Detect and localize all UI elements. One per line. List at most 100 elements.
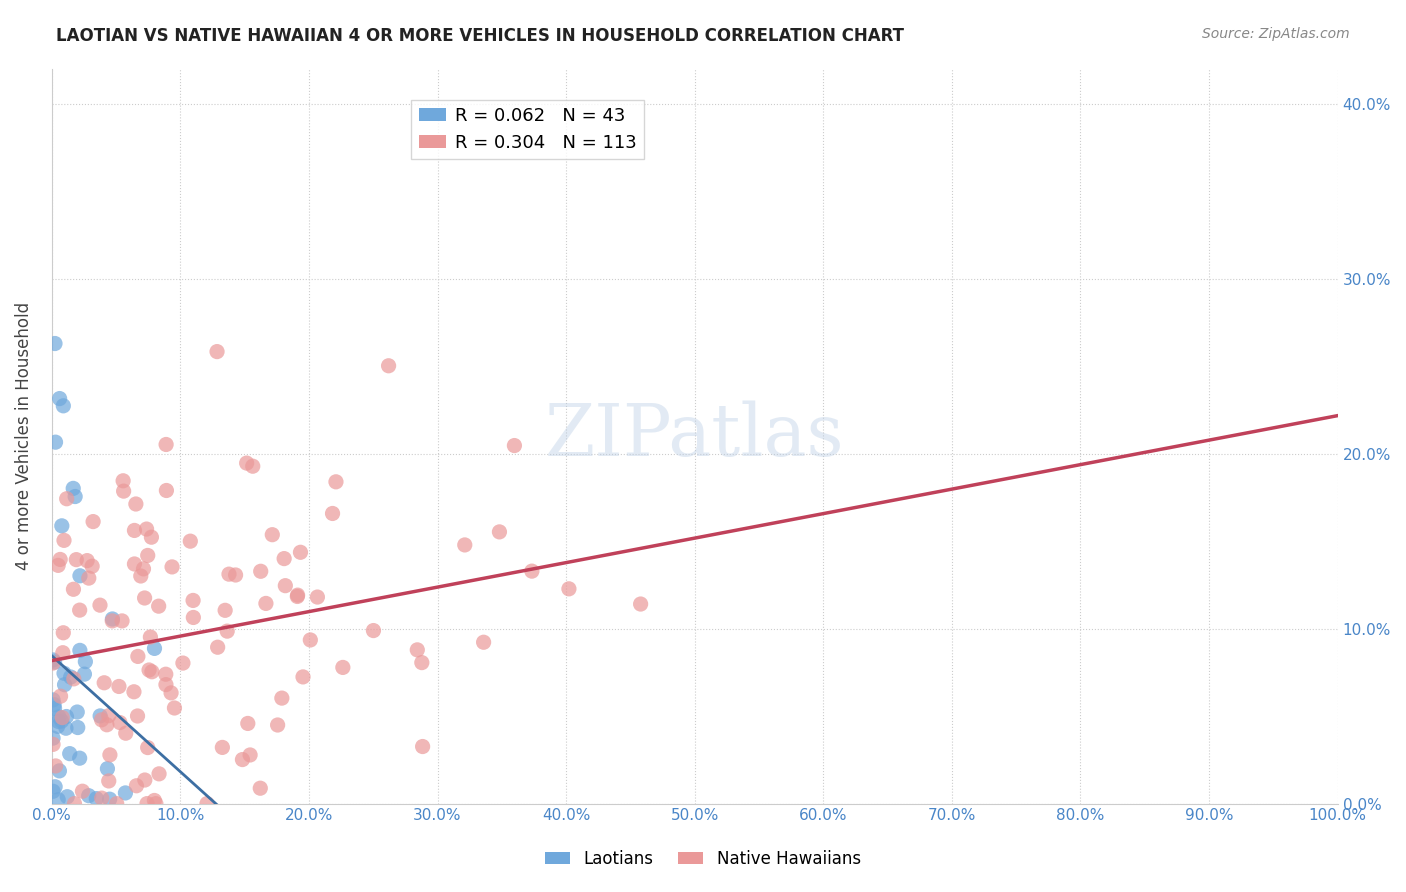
Native Hawaiians — [195, 797, 218, 811]
Laotians — [73, 667, 96, 681]
Native Hawaiians — [108, 715, 131, 730]
Native Hawaiians — [242, 459, 264, 474]
Laotians — [56, 789, 79, 804]
Native Hawaiians — [112, 474, 135, 488]
Native Hawaiians — [205, 344, 228, 359]
Native Hawaiians — [285, 590, 308, 604]
Native Hawaiians — [214, 603, 236, 617]
Native Hawaiians — [411, 656, 433, 670]
Native Hawaiians — [51, 711, 73, 725]
Native Hawaiians — [90, 791, 112, 805]
Native Hawaiians — [211, 740, 233, 755]
Native Hawaiians — [55, 491, 77, 506]
Native Hawaiians — [45, 759, 67, 773]
Native Hawaiians — [97, 773, 120, 788]
Laotians — [44, 435, 66, 450]
Native Hawaiians — [135, 522, 157, 536]
Native Hawaiians — [134, 591, 156, 605]
Native Hawaiians — [332, 660, 354, 674]
Native Hawaiians — [207, 640, 229, 655]
Laotians — [55, 721, 77, 735]
Laotians — [44, 698, 66, 712]
Native Hawaiians — [125, 779, 148, 793]
Native Hawaiians — [46, 558, 69, 573]
Native Hawaiians — [249, 564, 271, 578]
Laotians — [42, 693, 65, 707]
Native Hawaiians — [134, 772, 156, 787]
Native Hawaiians — [124, 524, 146, 538]
Laotians — [48, 764, 70, 778]
Native Hawaiians — [82, 515, 104, 529]
Laotians — [101, 612, 124, 626]
Laotians — [44, 336, 66, 351]
Native Hawaiians — [290, 545, 312, 559]
Laotians — [48, 710, 70, 724]
Native Hawaiians — [63, 797, 86, 811]
Native Hawaiians — [82, 559, 104, 574]
Native Hawaiians — [239, 747, 262, 762]
Laotians — [59, 747, 82, 761]
Legend: R = 0.062   N = 43, R = 0.304   N = 113: R = 0.062 N = 43, R = 0.304 N = 113 — [412, 100, 644, 159]
Laotians — [114, 786, 136, 800]
Laotians — [44, 701, 66, 715]
Laotians — [98, 792, 121, 806]
Native Hawaiians — [125, 497, 148, 511]
Native Hawaiians — [363, 624, 385, 638]
Native Hawaiians — [254, 596, 277, 610]
Native Hawaiians — [160, 560, 183, 574]
Native Hawaiians — [52, 646, 75, 660]
Native Hawaiians — [77, 571, 100, 585]
Text: LAOTIAN VS NATIVE HAWAIIAN 4 OR MORE VEHICLES IN HOUSEHOLD CORRELATION CHART: LAOTIAN VS NATIVE HAWAIIAN 4 OR MORE VEH… — [56, 27, 904, 45]
Text: ZIPatlas: ZIPatlas — [546, 401, 845, 471]
Native Hawaiians — [136, 797, 159, 811]
Native Hawaiians — [111, 614, 134, 628]
Native Hawaiians — [105, 797, 128, 811]
Native Hawaiians — [454, 538, 477, 552]
Native Hawaiians — [488, 524, 510, 539]
Laotians — [44, 780, 66, 794]
Laotians — [42, 784, 65, 798]
Native Hawaiians — [127, 649, 149, 664]
Native Hawaiians — [101, 614, 124, 628]
Laotians — [84, 791, 107, 805]
Native Hawaiians — [62, 582, 84, 597]
Native Hawaiians — [155, 437, 177, 451]
Native Hawaiians — [183, 610, 205, 624]
Native Hawaiians — [108, 680, 131, 694]
Native Hawaiians — [181, 593, 204, 607]
Native Hawaiians — [127, 709, 149, 723]
Native Hawaiians — [274, 579, 297, 593]
Native Hawaiians — [112, 484, 135, 499]
Native Hawaiians — [377, 359, 399, 373]
Legend: Laotians, Native Hawaiians: Laotians, Native Hawaiians — [538, 844, 868, 875]
Laotians — [42, 731, 65, 745]
Laotians — [69, 568, 91, 582]
Native Hawaiians — [122, 685, 145, 699]
Native Hawaiians — [179, 534, 201, 549]
Laotians — [51, 519, 73, 533]
Native Hawaiians — [172, 656, 194, 670]
Native Hawaiians — [287, 588, 309, 602]
Laotians — [46, 792, 69, 806]
Native Hawaiians — [472, 635, 495, 649]
Laotians — [44, 655, 66, 669]
Native Hawaiians — [235, 456, 257, 470]
Native Hawaiians — [558, 582, 581, 596]
Native Hawaiians — [136, 740, 159, 755]
Native Hawaiians — [249, 781, 271, 796]
Native Hawaiians — [129, 569, 152, 583]
Laotians — [89, 709, 111, 723]
Native Hawaiians — [270, 691, 292, 706]
Laotians — [59, 670, 82, 684]
Native Hawaiians — [141, 530, 163, 544]
Native Hawaiians — [155, 677, 177, 691]
Native Hawaiians — [148, 767, 170, 781]
Laotians — [66, 721, 89, 735]
Laotians — [75, 655, 97, 669]
Native Hawaiians — [299, 632, 322, 647]
Text: Source: ZipAtlas.com: Source: ZipAtlas.com — [1202, 27, 1350, 41]
Laotians — [69, 643, 91, 657]
Native Hawaiians — [266, 718, 288, 732]
Y-axis label: 4 or more Vehicles in Household: 4 or more Vehicles in Household — [15, 302, 32, 570]
Native Hawaiians — [96, 718, 118, 732]
